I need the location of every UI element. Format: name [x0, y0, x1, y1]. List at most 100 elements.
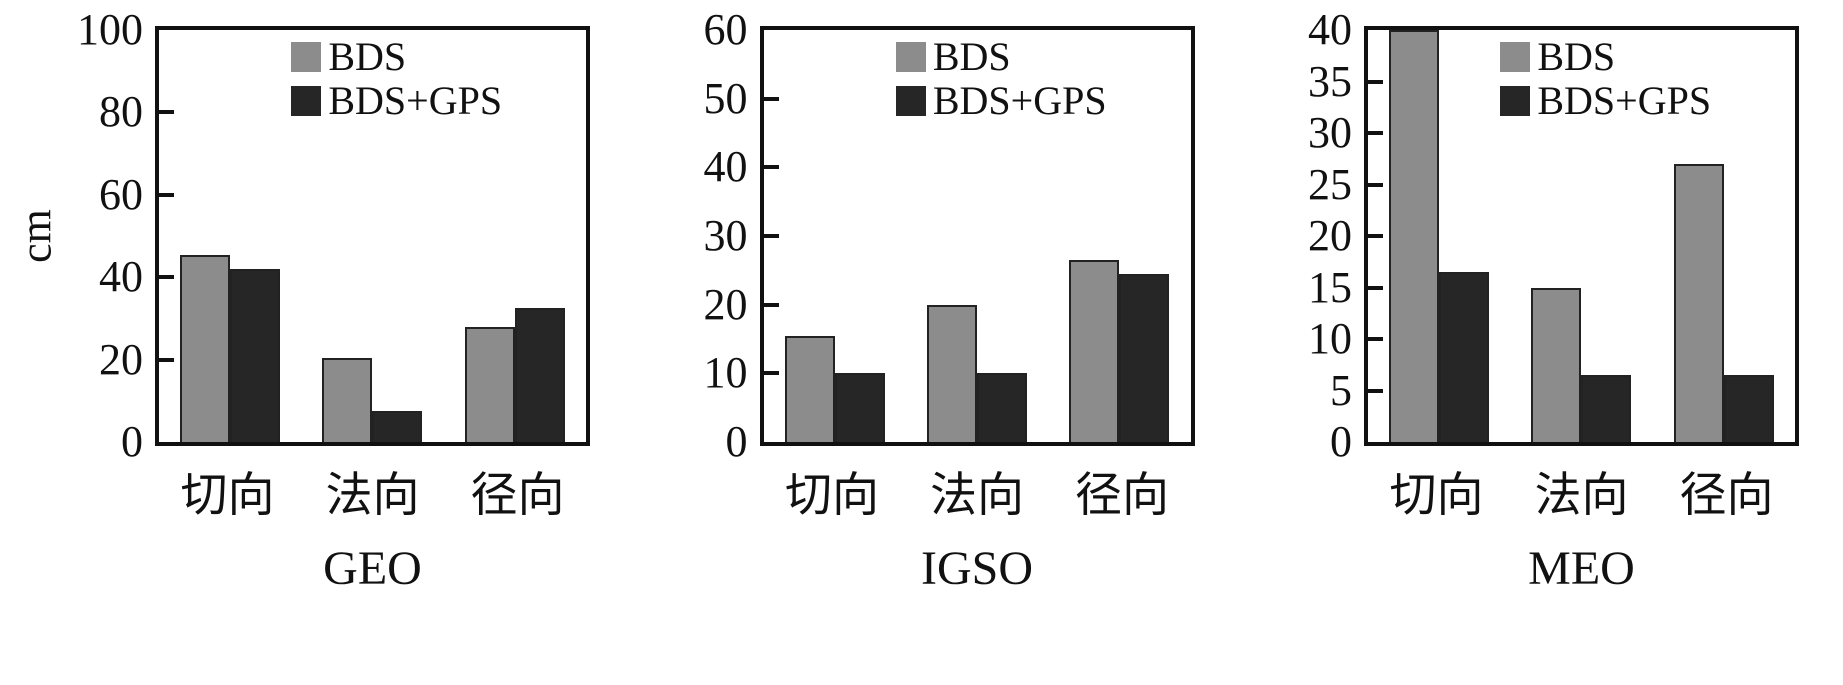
chart-meo: 0 5 10 15 20 25 30 35 40 BDS BDS+GPS 切向 法向 径向 MEO — [1269, 8, 1799, 596]
y-tick-mark — [159, 110, 174, 115]
bar-bds-gps — [1439, 272, 1490, 442]
legend-item: BDS — [291, 36, 502, 78]
x-category-label: 径向 — [1679, 470, 1774, 522]
x-category-label: 径向 — [470, 470, 565, 522]
y-tick-mark — [1368, 337, 1383, 341]
x-category-labels: 切向 法向 径向 — [1364, 446, 1799, 525]
x-category-label: 法向 — [930, 470, 1024, 522]
legend-item: BDS — [895, 34, 1107, 79]
y-tick-mark — [763, 302, 779, 307]
chart-body: cm 0 20 40 60 80 100 BDS BDS+GPS — [11, 8, 590, 464]
legend-label: BDS+GPS — [932, 78, 1107, 123]
bar-group-3 — [1048, 30, 1190, 442]
plot-area: BDS BDS+GPS — [155, 26, 590, 446]
x-axis: 切向 法向 径向 — [12, 446, 590, 525]
x-category-label: 切向 — [180, 470, 275, 522]
x-category-labels: 切向 法向 径向 — [155, 446, 590, 525]
y-tick-mark — [763, 165, 779, 170]
bar-group-2 — [906, 30, 1048, 442]
y-tick-mark — [159, 275, 174, 280]
bar-group-2 — [301, 30, 443, 442]
y-tick-label: 0 — [121, 417, 143, 466]
y-tick-mark — [1368, 131, 1383, 135]
y-tick-mark — [159, 192, 174, 197]
y-tick-label: 40 — [703, 142, 748, 192]
y-tick-label: 40 — [1308, 5, 1352, 54]
legend-label: BDS — [328, 34, 407, 79]
bar-bds-gps — [976, 373, 1027, 442]
y-tick-label: 50 — [703, 73, 748, 123]
bar-group-2 — [1510, 30, 1652, 442]
legend-swatch — [895, 86, 926, 116]
x-category-label: 径向 — [1075, 470, 1169, 522]
bar-bds-gps — [1119, 273, 1170, 442]
y-tick-label: 25 — [1308, 159, 1352, 209]
x-category-labels: 切向 法向 径向 — [760, 446, 1195, 525]
bar-groups — [159, 30, 586, 442]
bar-group-1 — [764, 30, 906, 442]
legend-swatch — [291, 86, 322, 116]
chart-geo: cm 0 20 40 60 80 100 BDS BDS+GPS 切向 法向 径向 GEO — [11, 8, 590, 596]
bar-group-1 — [159, 30, 301, 442]
chart-title: GEO — [323, 542, 422, 595]
chart-body: 0 5 10 15 20 25 30 35 40 BDS BDS+GPS — [1269, 8, 1799, 464]
bar-bds-gps — [1723, 375, 1774, 442]
bar-bds-gps — [372, 411, 423, 442]
bar-group-1 — [1368, 30, 1510, 442]
y-tick-label: 20 — [99, 334, 143, 384]
chart-igso: 0 10 20 30 40 50 60 BDS BDS+GPS 切向 法向 径向 IGSO — [665, 8, 1195, 596]
bar-bds — [1531, 287, 1582, 442]
y-tick-label: 60 — [703, 5, 748, 54]
x-category-label: 切向 — [1389, 470, 1484, 522]
x-category-label: 切向 — [785, 470, 879, 522]
bar-bds — [1673, 163, 1724, 442]
legend-label: BDS+GPS — [328, 78, 503, 123]
legend-label: BDS — [932, 34, 1011, 79]
bar-groups — [764, 30, 1191, 442]
title-row: GEO — [12, 525, 590, 596]
y-tick-label: 100 — [77, 5, 143, 54]
legend-item: BDS+GPS — [895, 78, 1107, 123]
plot-area: BDS BDS+GPS — [1364, 26, 1799, 446]
title-row: IGSO — [665, 525, 1195, 596]
y-tick-label: 20 — [703, 279, 748, 329]
y-tick-mark — [763, 96, 779, 101]
y-tick-label: 35 — [1308, 56, 1352, 106]
legend-swatch — [1500, 86, 1531, 116]
bar-groups — [1368, 30, 1795, 442]
legend-swatch — [291, 42, 322, 72]
y-tick-label: 60 — [99, 169, 143, 219]
y-tick-mark — [1368, 79, 1383, 84]
y-tick-label: 10 — [1308, 314, 1352, 363]
legend-item: BDS+GPS — [1500, 80, 1711, 122]
bar-bds — [322, 357, 373, 442]
legend-label: BDS — [1537, 34, 1616, 79]
bar-bds-gps — [834, 373, 885, 442]
bar-bds — [464, 326, 515, 442]
bar-group-3 — [444, 30, 586, 442]
y-axis-title: cm — [11, 209, 61, 263]
y-tick-label: 20 — [1308, 211, 1352, 260]
y-tick-label: 0 — [725, 417, 748, 466]
legend: BDS BDS+GPS — [291, 36, 502, 122]
chart-title: MEO — [1528, 542, 1635, 595]
bar-bds — [1389, 30, 1440, 442]
x-category-label: 法向 — [1534, 470, 1629, 522]
x-axis: 切向 法向 径向 — [665, 446, 1195, 525]
y-axis: 0 10 20 30 40 50 60 — [665, 8, 760, 464]
bar-bds-gps — [514, 308, 565, 442]
y-tick-label: 15 — [1308, 262, 1352, 312]
y-tick-label: 5 — [1330, 365, 1352, 415]
y-axis: 0 20 40 60 80 100 — [60, 8, 155, 464]
y-tick-label: 30 — [1308, 108, 1352, 157]
x-axis: 切向 法向 径向 — [1269, 446, 1799, 525]
y-tick-label: 10 — [703, 348, 748, 398]
y-tick-mark — [159, 357, 174, 362]
y-tick-mark — [1368, 234, 1383, 238]
axis-spacer — [1269, 525, 1364, 596]
bar-bds-gps — [1581, 375, 1632, 442]
legend: BDS BDS+GPS — [1500, 36, 1711, 122]
legend: BDS BDS+GPS — [895, 34, 1107, 123]
bar-bds — [180, 254, 231, 442]
x-category-label: 法向 — [325, 470, 420, 522]
